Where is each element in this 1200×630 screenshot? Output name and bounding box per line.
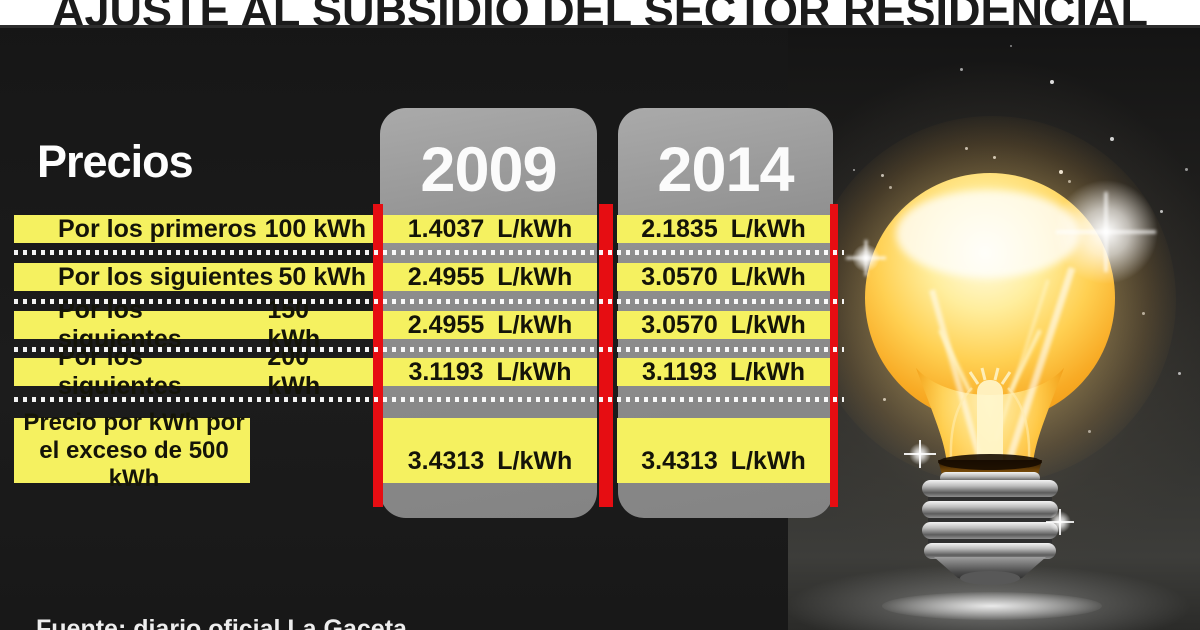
value-2009-row2: 2.4955 L/kWh: [383, 263, 597, 291]
row-label-3: Por los siguientes 150 kWh: [14, 296, 373, 353]
value-2014-row5: 3.4313 L/kWh: [617, 418, 830, 483]
source-credit: Fuente: diario oficial La Gaceta: [36, 615, 407, 630]
price-value: 3.4313: [407, 447, 485, 475]
price-unit: L/kWh: [497, 447, 573, 475]
price-unit: L/kWh: [730, 214, 806, 243]
price-value: 3.0570: [641, 262, 718, 291]
star-dot: [1160, 210, 1163, 213]
row-desc-line2: el exceso de 500 kWh: [39, 436, 229, 492]
price-unit: L/kWh: [730, 262, 806, 291]
price-unit: L/kWh: [730, 447, 806, 475]
red-stripe-middle: [599, 204, 613, 507]
row-label-2: Por los siguientes 50 kWh: [14, 263, 373, 291]
page-title: AJUSTE AL SUBSIDIO DEL SECTOR RESIDENCIA…: [52, 0, 1148, 36]
title-bar: AJUSTE AL SUBSIDIO DEL SECTOR RESIDENCIA…: [0, 0, 1200, 36]
value-2009-row5: 3.4313 L/kWh: [383, 418, 597, 483]
star-dot: [1010, 45, 1012, 47]
dotted-separator: [14, 250, 844, 255]
price-unit: L/kWh: [496, 357, 572, 386]
star-dot: [1110, 137, 1114, 141]
light-bulb-icon: [846, 173, 1158, 585]
value-2014-row4: 3.1193 L/kWh: [617, 358, 830, 386]
price-value: 2.4955: [407, 262, 485, 291]
price-value: 3.1193: [641, 357, 718, 386]
value-2014-row2: 3.0570 L/kWh: [617, 263, 830, 291]
price-unit: L/kWh: [730, 310, 806, 339]
price-unit: L/kWh: [497, 262, 573, 291]
value-2014-row3: 3.0570 L/kWh: [617, 311, 830, 339]
row-qty: 50 kWh: [278, 262, 366, 291]
price-unit: L/kWh: [497, 214, 573, 243]
star-dot: [1185, 168, 1188, 171]
price-unit: L/kWh: [730, 357, 806, 386]
dotted-separator: [14, 397, 844, 402]
value-2009-row4: 3.1193 L/kWh: [383, 358, 597, 386]
table-corner-label: Precios: [37, 136, 194, 187]
price-value: 3.0570: [641, 310, 718, 339]
price-value: 1.4037: [407, 214, 485, 243]
star-dot: [1178, 372, 1181, 375]
row-label-1: Por los primeros 100 kWh: [14, 215, 373, 243]
star-dot: [960, 68, 963, 71]
value-2009-row1: 1.4037 L/kWh: [383, 215, 597, 243]
title-underline: [0, 25, 1200, 28]
price-value: 3.1193: [408, 357, 484, 386]
column-header-2009: 2009: [420, 135, 557, 205]
red-stripe-right: [830, 204, 838, 507]
row-desc: Por los primeros: [58, 214, 257, 243]
red-stripe-left: [373, 204, 383, 507]
value-2009-row3: 2.4955 L/kWh: [383, 311, 597, 339]
price-value: 2.1835: [641, 214, 718, 243]
star-dot: [853, 169, 855, 171]
price-value: 3.4313: [641, 447, 718, 475]
row-desc-line1: Precio por kWh por: [23, 408, 245, 436]
row-qty: 100 kWh: [264, 214, 366, 243]
row-label-4: Por los siguientes 200 kWh: [14, 343, 373, 400]
price-unit: L/kWh: [497, 310, 573, 339]
star-dot: [1050, 80, 1054, 84]
dotted-separator: [14, 299, 844, 304]
dotted-separator: [14, 347, 844, 352]
row-label-5: Precio por kWh por el exceso de 500 kWh: [14, 409, 250, 492]
price-value: 2.4955: [407, 310, 485, 339]
value-2014-row1: 2.1835 L/kWh: [617, 215, 830, 243]
row-desc: Por los siguientes: [58, 262, 274, 291]
light-pool: [882, 592, 1102, 620]
column-header-2014: 2014: [657, 135, 794, 205]
